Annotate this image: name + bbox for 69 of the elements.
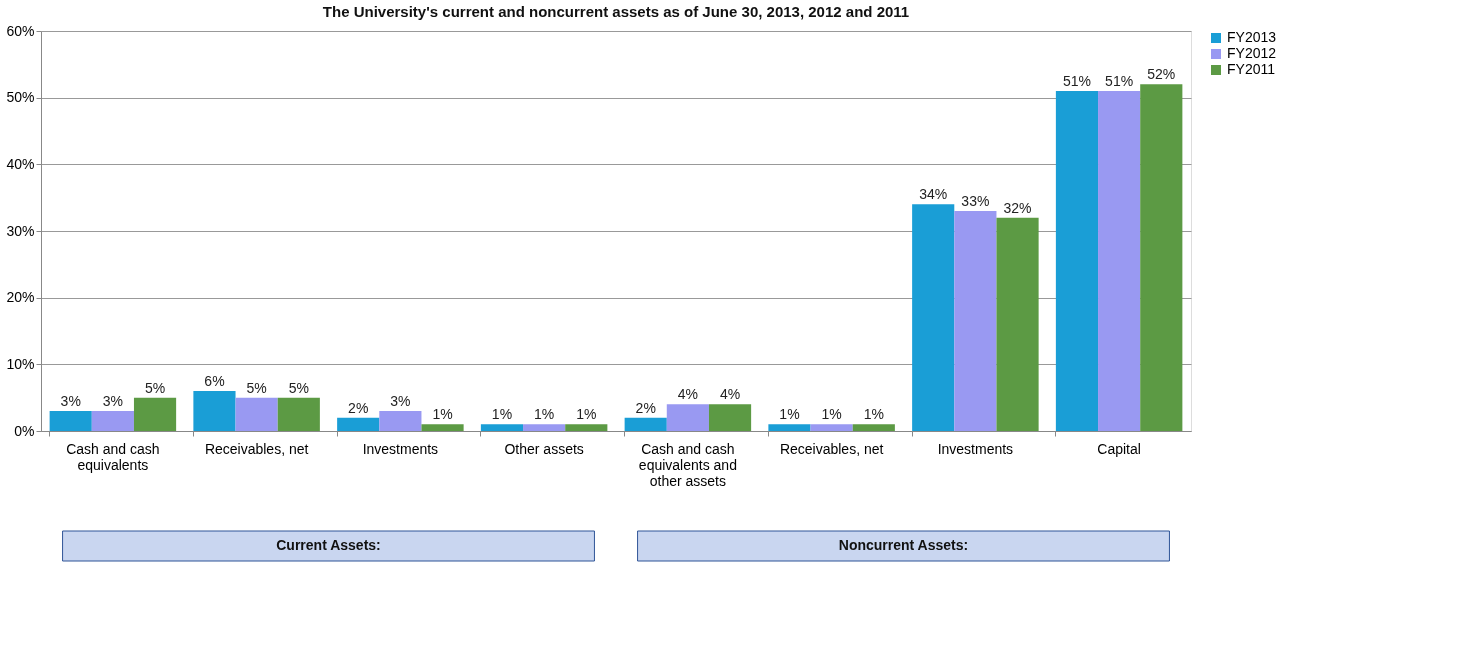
- y-tick-label: 0%: [14, 422, 35, 439]
- bar: [277, 397, 320, 431]
- data-label: 51%: [1062, 73, 1091, 89]
- x-tick-label: Other assets: [504, 440, 584, 457]
- y-tick-label: 50%: [6, 89, 35, 106]
- text: Noncurrent Assets:: [838, 537, 969, 553]
- data-label: 3%: [102, 393, 123, 409]
- bar: [379, 411, 422, 431]
- data-label: 1%: [779, 406, 800, 423]
- data-label: 34%: [919, 186, 948, 203]
- bar: [133, 397, 177, 431]
- y-tick-label: 10%: [6, 355, 35, 372]
- bar: [852, 424, 895, 431]
- legend-label: FY2013: [1227, 29, 1277, 45]
- legend-label: FY2011: [1227, 61, 1276, 77]
- x-tick-label: Receivables, net: [204, 440, 309, 457]
- data-label: 1%: [821, 406, 842, 423]
- bar: [1098, 91, 1141, 431]
- bar: [810, 424, 853, 431]
- legend-label: FY2012: [1227, 45, 1277, 61]
- data-label: 5%: [246, 379, 267, 396]
- x-tick-label: Capital: [1097, 440, 1141, 457]
- bar: [565, 424, 608, 431]
- data-label: 1%: [863, 406, 884, 423]
- bar: [193, 391, 236, 431]
- bar: [421, 424, 464, 431]
- bar: [337, 417, 380, 431]
- y-tick-label: 60%: [6, 22, 35, 39]
- data-label: 2%: [348, 399, 369, 416]
- chart-title: The University's current and noncurrent assets as of June 30, 2013, 2012 and 2011: [322, 3, 910, 20]
- bar: [768, 424, 811, 431]
- data-label: 51%: [1105, 73, 1134, 89]
- data-label: 3%: [60, 393, 81, 409]
- bar: [523, 424, 566, 431]
- x-tick-label: Cash and cash equivalents: [66, 440, 160, 473]
- data-label: 2%: [635, 399, 656, 416]
- data-label: 5%: [288, 379, 309, 396]
- y-tick-label: 20%: [6, 289, 35, 306]
- bar: [708, 404, 752, 431]
- data-label: 1%: [534, 406, 555, 423]
- bar: [666, 404, 709, 431]
- data-label: 4%: [677, 386, 698, 403]
- bar: [91, 411, 134, 431]
- bar: [49, 411, 92, 431]
- data-label: 1%: [491, 406, 513, 423]
- bar: [480, 424, 524, 431]
- bar: [1055, 91, 1099, 431]
- data-label: 33%: [961, 193, 990, 209]
- data-label: 6%: [204, 373, 225, 389]
- y-tick-label: 30%: [6, 222, 35, 239]
- bar: [1140, 84, 1183, 431]
- data-label: 5%: [144, 379, 166, 396]
- data-label: 32%: [1003, 199, 1032, 216]
- y-tick-label: 40%: [6, 155, 35, 172]
- bar: [996, 217, 1039, 431]
- data-label: 4%: [719, 386, 741, 403]
- x-tick-label: Investments: [362, 440, 439, 457]
- data-label: 1%: [432, 406, 453, 423]
- text: Current Assets:: [276, 537, 381, 553]
- bar: [235, 397, 278, 431]
- bar: [954, 211, 997, 431]
- x-tick-label: Receivables, net: [779, 440, 884, 457]
- x-tick-label: Investments: [937, 440, 1014, 457]
- bar: [912, 204, 955, 431]
- x-tick-label: Cash and cash equivalents and other assets: [638, 440, 737, 489]
- data-label: 3%: [390, 393, 411, 409]
- data-label: 52%: [1147, 66, 1176, 83]
- data-label: 1%: [576, 406, 597, 423]
- bar: [624, 417, 667, 431]
